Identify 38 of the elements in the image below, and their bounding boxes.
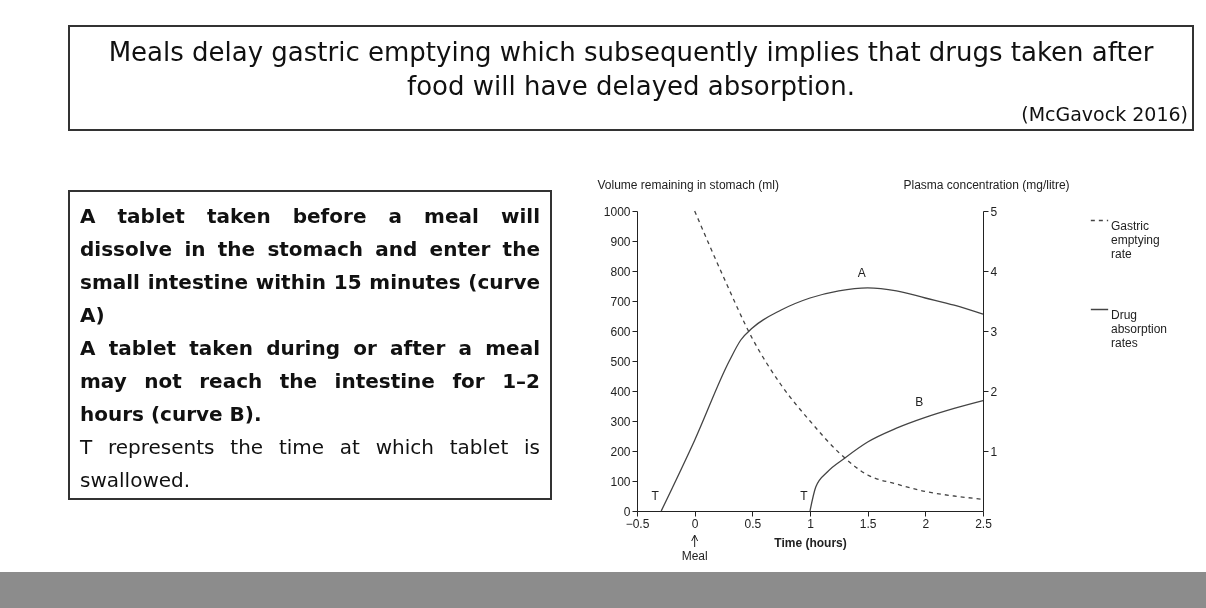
- y2-tick-label: 4: [990, 264, 998, 279]
- x-tick-label: 2.5: [975, 516, 993, 531]
- y-tick-label: 900: [610, 234, 631, 249]
- annotation: B: [915, 395, 924, 410]
- text: A tablet taken during or after a meal may not reach the intestine for 1–2 hours (curve B).: [80, 335, 540, 428]
- y-tick-label: 0: [623, 504, 631, 519]
- y-tick-label: 1000: [603, 204, 631, 219]
- y-axis-title: Volume remaining in stomach (ml): [597, 177, 779, 192]
- y-tick-label: 700: [610, 294, 631, 309]
- x-tick-label: 1.5: [859, 516, 877, 531]
- legend-label: Gastric emptying rate: [1111, 218, 1160, 261]
- y-tick-label: 400: [610, 384, 631, 399]
- x-axis-title: Time (hours): [774, 535, 847, 550]
- y-tick-label: 500: [610, 354, 631, 369]
- x-tick-label: 1: [807, 516, 815, 531]
- text: (McGavock 2016): [1021, 103, 1188, 125]
- x-tick-label: −0.5: [625, 516, 650, 531]
- y-tick-label: 600: [610, 324, 631, 339]
- text: T represents the time at which tablet is swallowed.: [80, 434, 540, 494]
- annotation: T: [800, 489, 809, 503]
- y-tick-label: 100: [610, 474, 631, 489]
- text: A tablet taken before a meal will dissolve in the stomach and enter the small intestine within 15 minutes (curve A): [80, 203, 540, 329]
- annotation: T: [651, 489, 660, 503]
- y-tick-label: 300: [610, 414, 631, 429]
- y2-tick-label: 1: [990, 444, 998, 459]
- y2-tick-label: 5: [990, 204, 998, 219]
- chart-title: Meals delay gastric emptying which subsequently implies that drugs taken after food will have delayed absorption.: [107, 36, 1155, 103]
- x-tick-label: 2: [922, 516, 930, 531]
- y-tick-label: 800: [610, 264, 631, 279]
- y-tick-label: 200: [610, 444, 631, 459]
- legend-label: Drug absorption rates: [1111, 307, 1168, 350]
- y2-axis-title: Plasma concentration (mg/litre): [903, 177, 1070, 192]
- x-tick-label: 0: [691, 516, 699, 531]
- y2-tick-label: 3: [990, 324, 998, 339]
- annotation: A: [857, 265, 866, 280]
- x-tick-label: 0.5: [744, 516, 762, 531]
- annotation: Meal: [681, 549, 708, 563]
- y2-tick-label: 2: [990, 384, 998, 399]
